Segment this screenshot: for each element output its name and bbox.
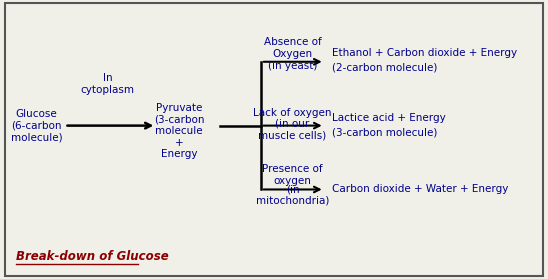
Text: Carbon dioxide + Water + Energy: Carbon dioxide + Water + Energy — [332, 184, 509, 194]
Text: (2-carbon molecule): (2-carbon molecule) — [332, 62, 438, 72]
Text: Break-down of Glucose: Break-down of Glucose — [16, 250, 169, 263]
Text: Absence of
Oxygen: Absence of Oxygen — [264, 37, 321, 59]
Text: (3-carbon molecule): (3-carbon molecule) — [332, 128, 438, 138]
Text: (in
mitochondria): (in mitochondria) — [256, 184, 329, 206]
Text: (in yeast): (in yeast) — [268, 61, 317, 71]
Text: (in our
muscle cells): (in our muscle cells) — [258, 119, 327, 141]
Text: In
cytoplasm: In cytoplasm — [81, 73, 135, 95]
Text: Lactice acid + Energy: Lactice acid + Energy — [332, 113, 446, 123]
Text: Pyruvate
(3-carbon
molecule
+
Energy: Pyruvate (3-carbon molecule + Energy — [154, 103, 204, 159]
Text: Presence of
oxygen: Presence of oxygen — [262, 164, 323, 186]
Text: Ethanol + Carbon dioxide + Energy: Ethanol + Carbon dioxide + Energy — [332, 49, 517, 58]
Text: Glucose
(6-carbon
molecule): Glucose (6-carbon molecule) — [10, 109, 62, 142]
Text: Lack of oxygen: Lack of oxygen — [253, 108, 332, 118]
